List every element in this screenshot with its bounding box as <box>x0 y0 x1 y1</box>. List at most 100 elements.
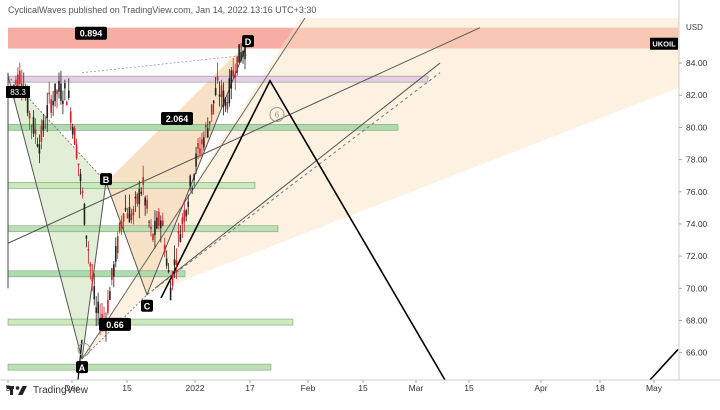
y-tick-label: 80.00 <box>686 122 708 132</box>
candle-body <box>208 121 211 125</box>
pattern-point-box <box>141 299 153 312</box>
projection-point: 6 <box>269 107 285 123</box>
candle-body <box>228 78 231 104</box>
support-zone <box>7 124 399 131</box>
publish-header: CyclicalWaves published on TradingView.c… <box>8 5 317 15</box>
candle-body <box>160 220 162 229</box>
candle-body <box>79 173 82 182</box>
candle-body <box>114 246 117 262</box>
candle-body <box>89 263 92 267</box>
channel-edge-left <box>81 17 306 360</box>
x-tick-label: May <box>646 383 663 393</box>
candle-body <box>140 191 143 194</box>
brand[interactable]: TradingView <box>7 385 88 396</box>
pattern-point-label: B <box>103 175 110 185</box>
candle-body <box>30 125 33 127</box>
ratio-box <box>75 26 107 40</box>
candle-body <box>234 74 237 78</box>
candle-body <box>46 105 49 118</box>
candle-body <box>95 307 97 313</box>
candle-body <box>165 258 168 266</box>
candle-body <box>195 153 197 167</box>
y-tick-label: 68.00 <box>686 315 708 325</box>
candle-body <box>236 56 238 74</box>
candle-body <box>232 70 235 77</box>
candle-body <box>66 101 68 106</box>
candle-body <box>26 91 29 113</box>
y-tick-label: 74.00 <box>686 219 708 229</box>
candle-body <box>118 222 121 232</box>
pattern-point-a: A <box>76 361 88 374</box>
ratio-text: 2.064 <box>166 114 189 124</box>
candle-body <box>81 191 84 194</box>
candle-body <box>73 127 76 145</box>
candle-body <box>75 144 78 159</box>
candle-body <box>48 92 51 95</box>
y-tick-label: 82.00 <box>686 90 708 100</box>
candle-body <box>203 137 205 148</box>
candle-body <box>60 83 62 101</box>
ratio-label: 0.894 <box>75 26 107 40</box>
candle-body <box>144 197 146 206</box>
candle-body <box>185 210 188 217</box>
candle-body <box>93 286 96 300</box>
price-label-text: 83.3 <box>10 88 26 97</box>
candle-body <box>167 270 170 273</box>
projection-left-tail <box>77 339 83 381</box>
price-axis-bg <box>679 18 720 380</box>
pattern-point-box <box>242 35 254 48</box>
candle-body <box>169 287 172 301</box>
pattern-point-b: B <box>100 173 112 186</box>
candle-body <box>158 211 160 226</box>
candle-body <box>171 272 174 286</box>
trendline-lower <box>154 62 441 289</box>
candle-body <box>220 85 223 98</box>
candle-body <box>183 209 186 222</box>
candle-body <box>177 231 180 234</box>
candle-body <box>242 51 244 57</box>
candle-body <box>136 193 139 204</box>
x-tick-label: 15 <box>464 383 474 393</box>
candle-body <box>28 113 31 119</box>
candle-body <box>214 88 217 96</box>
symbol-tag-text: UKOIL <box>652 40 676 49</box>
x-tick-label: 18 <box>595 383 605 393</box>
candle-body <box>40 125 43 142</box>
candle-body <box>101 313 103 321</box>
candle-body <box>210 104 213 115</box>
candle-body <box>122 213 125 222</box>
ratio-text: 0.66 <box>106 320 124 330</box>
projection-circle <box>269 107 285 123</box>
candle-body <box>224 98 227 106</box>
pattern-point-c: C <box>141 299 153 312</box>
candle-body <box>206 128 209 138</box>
candle-body <box>240 52 242 61</box>
candle-body <box>179 234 182 242</box>
x-tick-label: Dec <box>64 383 80 393</box>
candle-body <box>42 120 45 131</box>
candle-body <box>19 70 21 85</box>
candle-body <box>32 116 35 134</box>
x-tick-label: 17 <box>245 383 255 393</box>
candle-body <box>189 175 191 187</box>
pattern-point-label: A <box>79 363 86 373</box>
candle-body <box>148 221 150 223</box>
candle-body <box>44 126 47 128</box>
candle-body <box>132 209 135 216</box>
candle-body <box>181 217 184 225</box>
candle-body <box>191 187 193 190</box>
candle-body <box>34 129 37 135</box>
candle-body <box>150 226 152 230</box>
candle-body <box>142 177 144 185</box>
point-a-circle <box>77 342 91 356</box>
candle-body <box>161 220 164 226</box>
price-label-box <box>6 86 30 99</box>
pattern-point-d: D <box>242 35 254 48</box>
x-tick-label: Feb <box>301 383 316 393</box>
candle-body <box>62 100 64 105</box>
candle-body <box>197 143 199 149</box>
candle-body <box>199 148 201 154</box>
projection-label: 6 <box>275 111 280 120</box>
brand-name: TradingView <box>33 385 89 396</box>
candle-body <box>205 125 207 128</box>
